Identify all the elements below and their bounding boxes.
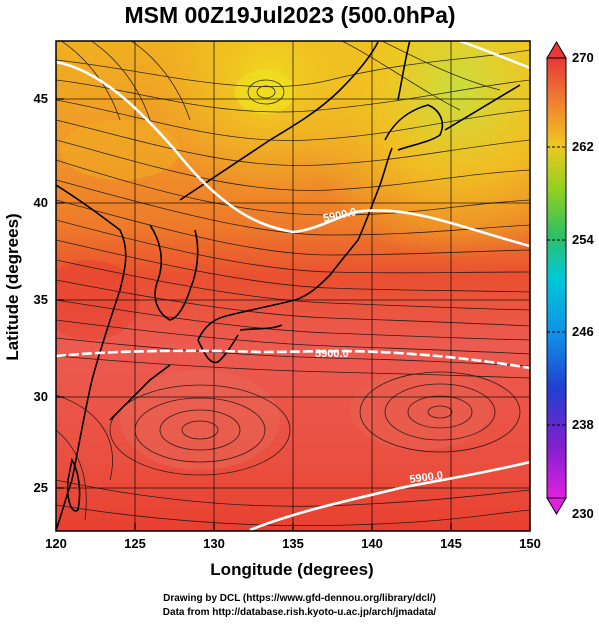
y-axis-label: Latitude (degrees) xyxy=(3,213,22,360)
colorbar-label: 254 xyxy=(572,232,594,247)
contour-label-middle: 5900.0 xyxy=(315,348,349,360)
chart-title: MSM 00Z19Jul2023 (500.0hPa) xyxy=(124,2,455,28)
height-contours xyxy=(56,41,530,531)
y-axis: 45 40 35 30 25 Latitude (degrees) xyxy=(3,91,64,495)
plot-area: 5900.0 5900.0 5900.0 xyxy=(56,41,530,531)
x-tick-label: 145 xyxy=(440,536,462,551)
credit-drawing: Drawing by DCL (https://www.gfd-dennou.o… xyxy=(163,593,436,604)
y-tick-label: 45 xyxy=(34,91,48,106)
y-tick-label: 30 xyxy=(34,389,48,404)
y-tick-label: 35 xyxy=(34,292,48,307)
x-tick-label: 140 xyxy=(361,536,383,551)
y-tick-label: 25 xyxy=(34,480,48,495)
colorbar-label: 246 xyxy=(572,324,594,339)
credit-data-source: Data from http://database.rish.kyoto-u.a… xyxy=(162,607,437,618)
x-tick-label: 135 xyxy=(282,536,304,551)
colorbar-top-arrow xyxy=(546,41,567,59)
x-tick-label: 125 xyxy=(124,536,146,551)
grid-lines xyxy=(56,41,530,531)
colorbar-label: 262 xyxy=(572,139,594,154)
x-axis-label: Longitude (degrees) xyxy=(210,560,373,579)
colorbar-bottom-arrow xyxy=(546,497,567,515)
x-tick-label: 150 xyxy=(519,536,541,551)
y-tick-label: 40 xyxy=(34,195,48,210)
x-tick-label: 130 xyxy=(203,536,225,551)
wind-streamlines xyxy=(56,41,530,527)
colorbar-label: 238 xyxy=(572,417,594,432)
colorbar-gradient xyxy=(546,57,567,499)
contour-label-south: 5900.0 xyxy=(409,469,444,486)
colorbar-label: 230 xyxy=(572,506,594,521)
x-axis: 120 125 130 135 140 145 150 Longitude (d… xyxy=(45,523,541,579)
colorbar: 270 262 254 246 238 230 xyxy=(546,41,594,521)
coastlines xyxy=(56,41,521,531)
colorbar-label: 270 xyxy=(572,50,594,65)
x-tick-label: 120 xyxy=(45,536,67,551)
